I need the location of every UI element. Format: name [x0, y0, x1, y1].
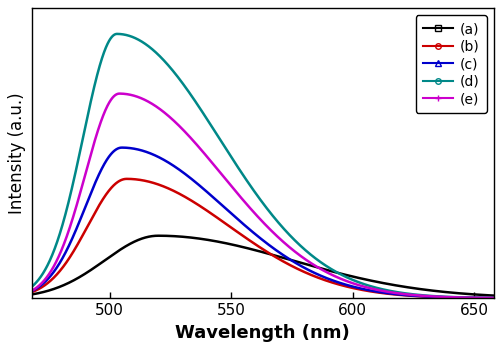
Y-axis label: Intensity (a.u.): Intensity (a.u.): [9, 92, 26, 214]
Legend: (a), (b), (c), (d), (e): (a), (b), (c), (d), (e): [415, 15, 486, 113]
X-axis label: Wavelength (nm): Wavelength (nm): [175, 324, 350, 342]
